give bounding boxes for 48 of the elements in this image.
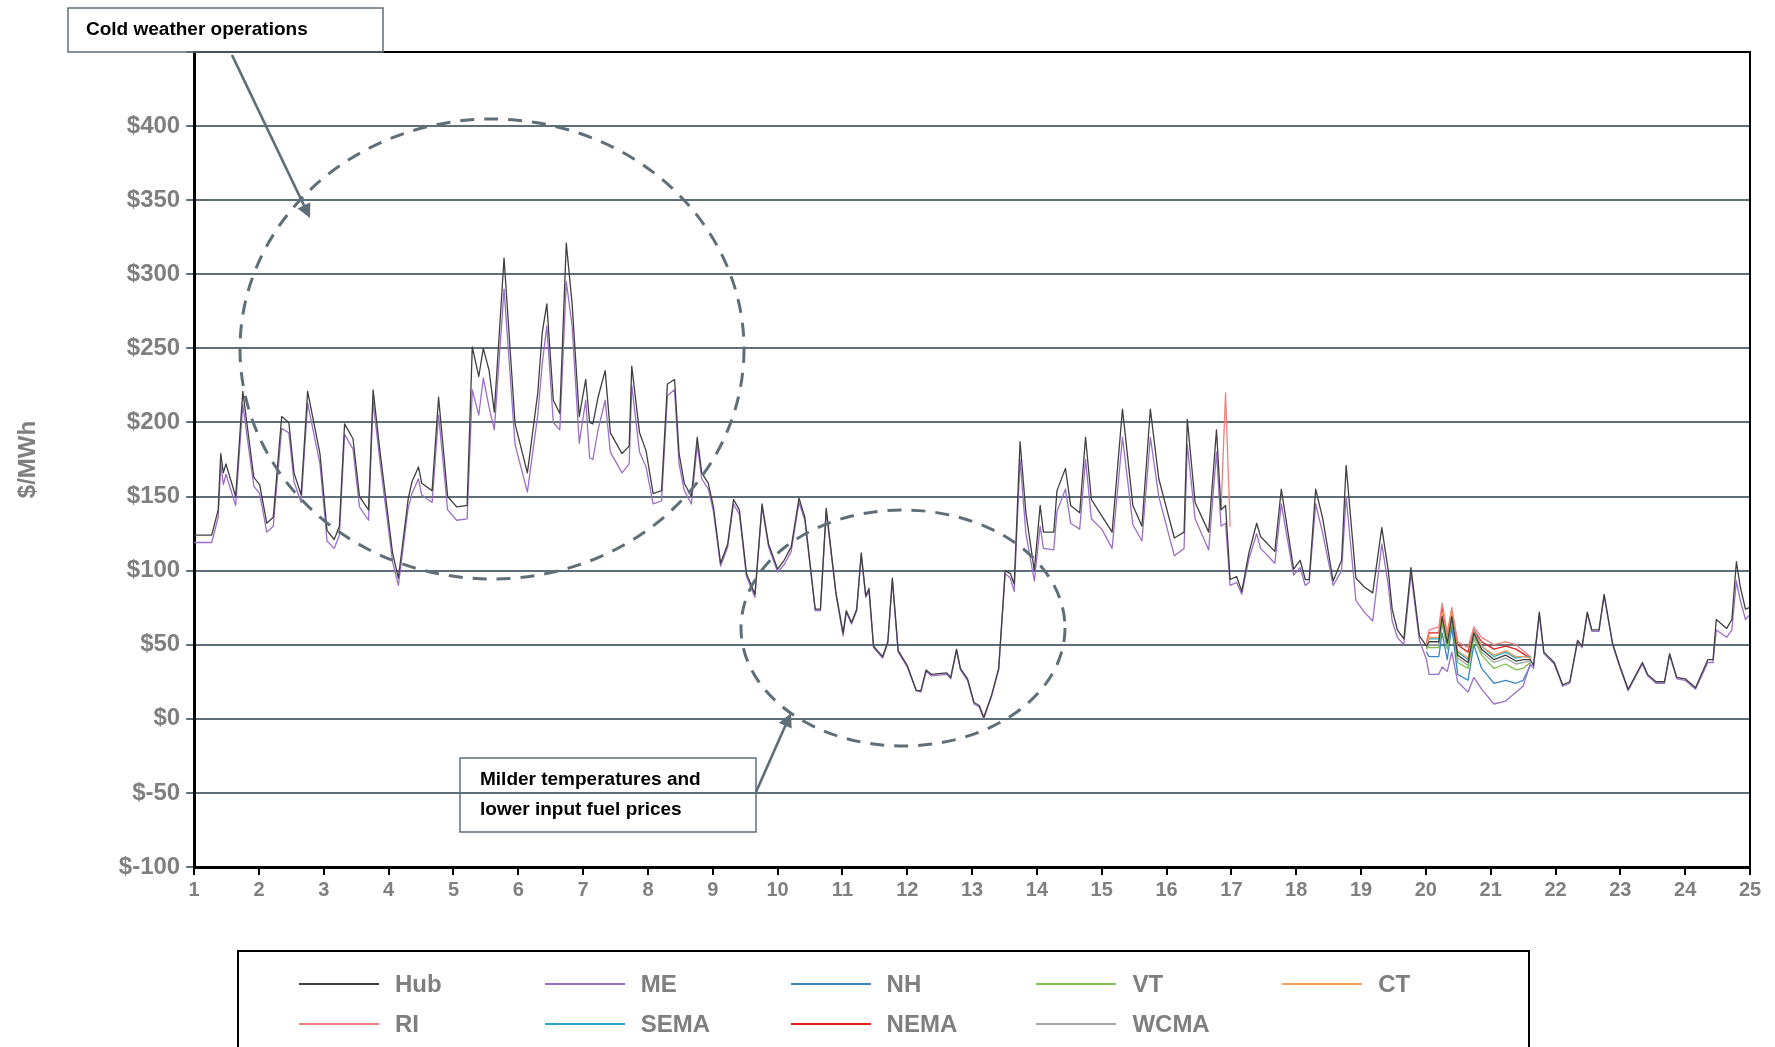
x-tick-label: 2	[253, 877, 265, 900]
legend-label: NH	[886, 970, 922, 998]
x-tick-label: 11	[831, 877, 854, 900]
y-tick-label: $250	[126, 332, 181, 360]
x-tick-label: 18	[1285, 877, 1308, 900]
x-tick-label: 12	[896, 877, 919, 900]
y-tick-label: $0	[153, 703, 181, 731]
annotation: Milder temperatures and lower input fuel prices	[480, 768, 701, 820]
y-tick-label: $-100	[118, 851, 181, 879]
x-tick-label: 17	[1220, 877, 1243, 900]
y-tick-label: $400	[126, 110, 181, 138]
x-tick-label: 22	[1544, 877, 1567, 900]
legend-label: WCMA	[1132, 1010, 1210, 1038]
legend-label: RI	[395, 1010, 419, 1038]
y-tick-label: $200	[126, 407, 181, 435]
x-tick-label: 5	[447, 877, 460, 900]
legend-label: CT	[1378, 970, 1411, 998]
legend-label: SEMA	[640, 1010, 711, 1038]
x-tick-label: 16	[1155, 877, 1178, 900]
x-tick-label: 10	[766, 877, 789, 900]
x-tick-label: 7	[577, 877, 589, 900]
x-tick-label: 19	[1349, 877, 1373, 900]
x-tick-label: 1	[188, 877, 200, 900]
x-tick-label: 14	[1025, 877, 1049, 900]
legend-label: VT	[1132, 970, 1164, 998]
y-tick-label: $100	[126, 555, 181, 583]
x-tick-label: 20	[1414, 877, 1437, 900]
x-tick-label: 8	[642, 877, 654, 900]
x-tick-label: 15	[1090, 877, 1113, 900]
y-tick-label: $-50	[132, 777, 181, 805]
x-tick-label: 13	[960, 877, 984, 900]
y-tick-label: $350	[126, 184, 181, 212]
x-tick-label: 6	[512, 877, 524, 900]
y-axis-title: $/MWh	[13, 420, 41, 499]
legend-label: NEMA	[886, 1010, 958, 1038]
y-tick-label: $150	[126, 481, 181, 509]
x-tick-label: 21	[1479, 877, 1502, 900]
y-tick-label: $50	[140, 629, 181, 657]
x-tick-label: 3	[318, 877, 330, 900]
legend-label: Hub	[395, 970, 442, 998]
x-tick-label: 25	[1738, 877, 1762, 900]
x-tick-label: 4	[383, 877, 396, 900]
text: Cold weather operations	[86, 18, 308, 40]
legend-label: ME	[640, 970, 677, 998]
x-tick-label: 23	[1609, 877, 1632, 900]
x-tick-label: 9	[707, 877, 719, 900]
y-tick-label: $300	[126, 258, 181, 286]
x-tick-label: 24	[1674, 877, 1698, 900]
